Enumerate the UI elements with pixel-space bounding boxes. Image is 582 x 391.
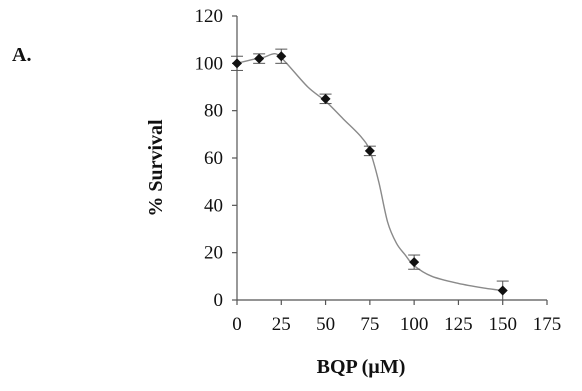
trend-curve-group [236,53,503,292]
data-point [497,285,508,296]
y-tick-label: 120 [195,6,224,27]
x-tick-label: 50 [316,314,335,335]
y-tick-label: 60 [204,148,223,169]
data-point [232,58,242,69]
y-axis: 0 20 40 60 80 100 120 [195,6,238,311]
x-tick-label: 75 [360,314,379,335]
data-point [276,51,287,62]
error-bars [231,48,509,301]
y-tick-label: 80 [204,101,223,122]
data-points [232,51,508,296]
x-tick-label: 175 [533,314,562,335]
x-tick-label: 100 [400,314,429,335]
y-tick-label: 40 [204,195,223,216]
trend-curve [236,53,503,292]
y-tick-label: 0 [214,290,224,311]
y-tick-label: 20 [204,243,223,264]
data-point [364,145,375,156]
y-tick-label: 100 [195,53,224,74]
x-tick-label: 125 [444,314,473,335]
data-point [320,93,331,104]
panel-label: A. [12,44,32,66]
data-point [409,257,420,268]
x-tick-label: 0 [232,314,242,335]
x-tick-label: 150 [488,314,517,335]
x-axis-title: BQP (µM) [317,356,406,378]
data-point [254,53,265,64]
y-axis-title: % Survival [145,119,167,217]
x-axis: 0 25 50 75 100 125 150 175 [232,299,562,335]
x-tick-label: 25 [272,314,291,335]
